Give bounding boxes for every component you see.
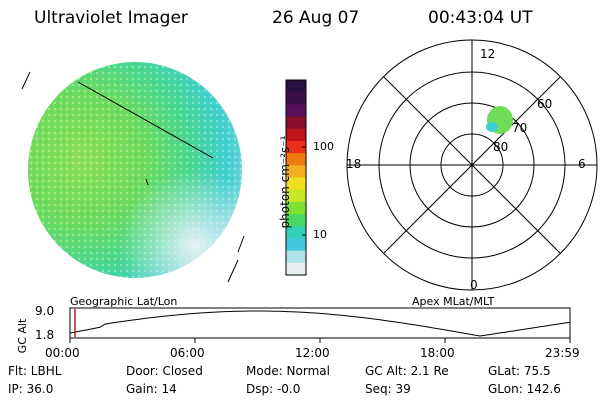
colorbar-stripe (286, 92, 306, 105)
colorbar-stripe (286, 165, 306, 179)
lat-label-70: 70 (512, 121, 528, 135)
info-gc-alt: GC Alt: 2.1 Re (365, 364, 449, 378)
globe-glare (28, 62, 242, 278)
colorbar-stripe (286, 116, 306, 130)
colorbar-stripe (286, 226, 306, 240)
colorbar-stripe (286, 128, 306, 142)
limb-marker-left (21, 71, 31, 90)
time-label: 00:43:04 UT (428, 8, 533, 28)
colorbar-stripe (286, 153, 306, 166)
timeline-xlabel-3: 18:00 (420, 346, 455, 360)
timeline-left-title: Geographic Lat/Lon (70, 295, 178, 308)
date-label: 26 Aug 07 (272, 8, 360, 28)
colorbar-stripe (286, 189, 306, 203)
gc-altitude-curve (69, 310, 571, 337)
timeline-right-title: Apex MLat/MLT (412, 295, 495, 308)
colorbar-stripe (286, 104, 306, 118)
colorbar-stripe (286, 140, 306, 154)
info-ip: IP: 36.0 (8, 382, 54, 396)
info-filter: Flt: LBHL (8, 364, 62, 378)
colorbar-stripe (286, 80, 306, 93)
mlt-label-6: 6 (578, 157, 586, 171)
terminator-line (77, 81, 214, 159)
colorbar-stripe (286, 201, 306, 215)
lat-label-60: 60 (537, 97, 553, 111)
info-dsp: Dsp: -0.0 (246, 382, 301, 396)
colorbar-stripe (286, 214, 306, 227)
info-seq: Seq: 39 (365, 382, 411, 396)
lat-label-80: 80 (493, 140, 509, 154)
limb-marker-bottom (227, 259, 239, 283)
info-glon: GLon: 142.6 (488, 382, 561, 396)
timeline-y-tick-high: 9.0 (35, 304, 55, 318)
mlt-label-12: 12 (480, 47, 496, 61)
instrument-title: Ultraviolet Imager (34, 8, 188, 28)
timeline-xlabel-4: 23:59 (545, 346, 580, 360)
info-mode: Mode: Normal (246, 364, 330, 378)
colorbar-stripe (286, 250, 306, 264)
colorbar-stripe (286, 177, 306, 191)
colorbar-label-10: 10 (313, 228, 327, 241)
timeline-xlabel-2: 12:00 (295, 346, 330, 360)
info-door: Door: Closed (126, 364, 203, 378)
limb-marker-right (237, 235, 245, 253)
timeline-xlabel-1: 06:00 (170, 346, 205, 360)
mlt-label-18: 18 (346, 157, 362, 171)
aurora-patch-edge (486, 122, 498, 132)
info-glat: GLat: 75.5 (488, 364, 551, 378)
sub-point-marker (145, 178, 149, 186)
polar-diagonal-2 (383, 76, 561, 254)
colorbar-frame (285, 79, 307, 276)
mlt-label-0: 0 (470, 278, 478, 292)
info-gain: Gain: 14 (126, 382, 177, 396)
timeline-y-tick-low: 1.8 (35, 328, 55, 342)
colorbar-stripe (286, 262, 306, 276)
colorbar-stripe (286, 238, 306, 252)
colorbar-label-100: 100 (313, 140, 334, 153)
timeline-xlabel-0: 00:00 (45, 346, 80, 360)
